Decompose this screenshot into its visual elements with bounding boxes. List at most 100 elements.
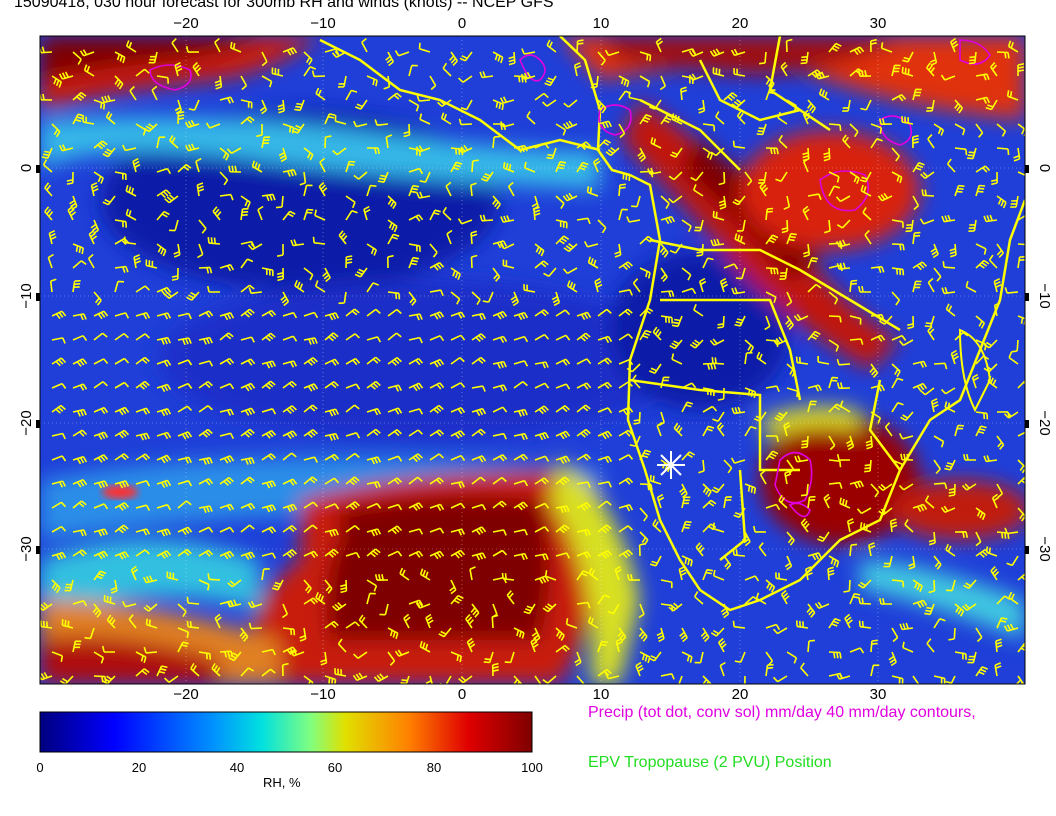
wind-barb (429, 311, 445, 320)
wind-barb (408, 382, 424, 392)
wind-barb (429, 527, 445, 534)
wind-barb (849, 123, 859, 138)
wind-barb (251, 160, 263, 173)
wind-barb (1017, 379, 1025, 389)
wind-barb (614, 243, 622, 258)
wind-barb (366, 579, 378, 592)
wind-barb (576, 217, 591, 225)
wind-barb (394, 50, 410, 57)
wind-barb (912, 579, 923, 593)
wind-barb (513, 627, 525, 639)
wind-barb (184, 119, 200, 129)
wind-barb (492, 529, 507, 536)
wind-barb (513, 144, 528, 153)
wind-barb (156, 210, 170, 221)
wind-barb (828, 291, 839, 305)
wind-barb (261, 568, 270, 581)
wind-barb (214, 613, 222, 629)
wind-barb (786, 459, 795, 474)
wind-barb (842, 99, 851, 112)
wind-barb (418, 42, 431, 53)
wind-barb (429, 243, 438, 258)
wind-barb (868, 542, 876, 557)
wind-barb (807, 99, 816, 114)
wind-barb (814, 601, 830, 610)
wind-barb (366, 456, 382, 465)
wind-barb (631, 374, 641, 389)
wind-barb (51, 75, 63, 88)
wind-barb (681, 496, 691, 509)
wind-barb (710, 147, 725, 157)
wind-barb (363, 205, 371, 221)
wind-barb (324, 453, 340, 462)
wind-barb (277, 99, 285, 114)
wind-barb (744, 575, 760, 582)
wind-barb (802, 205, 810, 221)
wind-barb (324, 620, 339, 629)
wind-barb (156, 312, 172, 320)
wind-barb (164, 194, 179, 204)
wind-barb (345, 525, 360, 533)
wind-barb (759, 469, 767, 485)
wind-barb (345, 621, 360, 629)
wind-barb (772, 336, 788, 346)
wind-barb (240, 382, 256, 392)
wind-barb (908, 555, 916, 570)
wind-barb (102, 645, 116, 653)
wind-barb (303, 579, 312, 594)
wind-barb (324, 381, 339, 389)
wind-barb (177, 405, 193, 413)
wind-barb (526, 110, 536, 125)
wind-barb (649, 474, 662, 485)
wind-barb (93, 381, 108, 389)
wind-barb (276, 244, 284, 257)
wind-barb (345, 195, 356, 209)
wind-barb (240, 336, 256, 343)
wind-barb (261, 429, 277, 439)
wind-barb (597, 481, 612, 488)
wind-barb (870, 411, 882, 424)
wind-barb (765, 291, 777, 304)
wind-barb (261, 408, 277, 415)
wind-barb (114, 429, 130, 439)
wind-barb (471, 407, 487, 417)
wind-barb (888, 651, 897, 667)
wind-barb (148, 51, 158, 64)
wind-barb (711, 483, 725, 494)
wind-barb (90, 219, 100, 235)
wind-barb (219, 650, 234, 658)
wind-barb (416, 95, 431, 102)
wind-barb (828, 376, 839, 389)
wind-barb (576, 453, 592, 461)
wind-barb (941, 287, 956, 295)
wind-barb (93, 140, 108, 150)
wind-barb (744, 425, 757, 437)
wind-barb (823, 147, 831, 162)
wind-barb (446, 229, 453, 245)
lat-tick-left: −10 (18, 283, 35, 308)
wind-barb (188, 99, 200, 111)
wind-barb (576, 528, 591, 537)
wind-barb (530, 637, 539, 653)
wind-barb (639, 449, 652, 461)
wind-barb (891, 64, 901, 77)
wind-barb (1017, 63, 1025, 76)
wind-barb (303, 147, 314, 161)
wind-barb (576, 311, 592, 320)
wind-barb (282, 503, 298, 513)
wind-barb (156, 75, 169, 84)
wind-barb (975, 184, 986, 197)
wind-barb (471, 356, 486, 365)
wind-barb (996, 195, 1007, 209)
wind-barb (408, 336, 423, 344)
wind-barb (261, 193, 276, 202)
wind-barb (702, 257, 714, 269)
wind-barb (858, 597, 872, 605)
wind-barb (669, 339, 683, 350)
wind-barb (303, 208, 314, 221)
wind-barb (510, 291, 520, 307)
wind-barb (156, 359, 172, 367)
wind-barb (214, 37, 221, 53)
wind-barb (408, 184, 420, 197)
wind-barb (679, 627, 688, 643)
